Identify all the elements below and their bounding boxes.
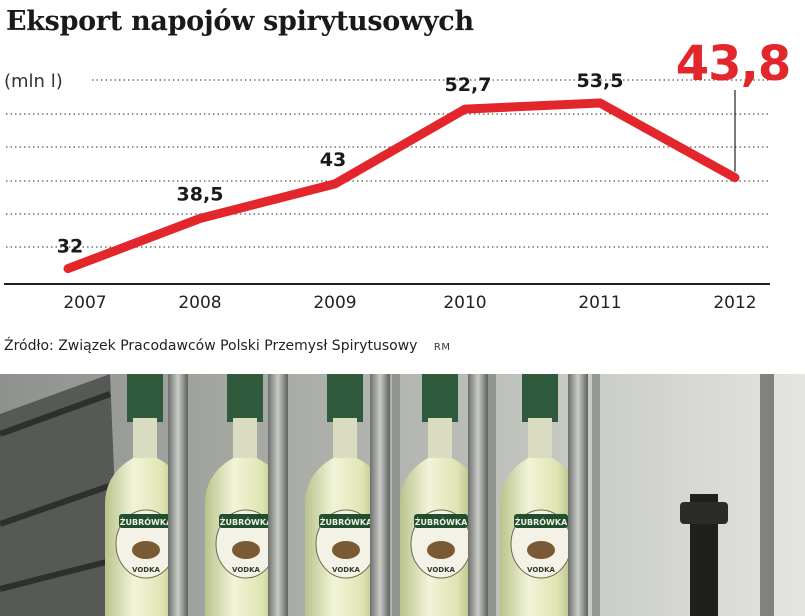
guide-rod	[392, 374, 400, 616]
data-label: 32	[57, 236, 83, 258]
bottle-neck	[528, 418, 552, 458]
guide-rod	[488, 374, 496, 616]
bottling-photo: ŻUBRÓWKA VODKA ŻUBRÓWKA VODKA ŻUBRÓWKA VODKA Ż…	[0, 374, 805, 616]
bottle: ŻUBRÓWKA VODKA	[305, 374, 387, 616]
bison-icon	[332, 541, 360, 559]
bottle-vodka-text: VODKA	[332, 566, 360, 574]
conveyor-frame	[0, 374, 120, 616]
bottle: ŻUBRÓWKA VODKA	[205, 374, 287, 616]
bottle-cap	[327, 374, 363, 422]
bottle-neck	[133, 418, 157, 458]
x-tick-label: 2012	[713, 293, 756, 313]
chart-title: Eksport napojów spirytusowych	[6, 6, 474, 37]
x-tick-label: 2008	[178, 293, 221, 313]
conveyor-rail	[0, 481, 116, 527]
bottle-vodka-text: VODKA	[527, 566, 555, 574]
x-tick-label: 2009	[313, 293, 356, 313]
x-tick-label: 2007	[63, 293, 106, 313]
bottle-cap	[522, 374, 558, 422]
bottle-brand-text: ŻUBRÓWKA	[415, 516, 468, 527]
bottle: ŻUBRÓWKA VODKA	[400, 374, 482, 616]
bottle-neck	[428, 418, 452, 458]
author-credit: RM	[433, 342, 451, 353]
data-label: 43	[320, 149, 346, 171]
bison-icon	[132, 541, 160, 559]
bottle-brand-text: ŻUBRÓWKA	[220, 516, 273, 527]
conveyor-rail	[0, 391, 112, 437]
guide-rail	[468, 374, 488, 616]
bison-icon	[527, 541, 555, 559]
bottle-label-band	[219, 514, 273, 528]
bottle-brand-text: ŻUBRÓWKA	[120, 516, 173, 527]
bottle-brand-text: ŻUBRÓWKA	[515, 516, 568, 527]
bison-icon	[427, 541, 455, 559]
guide-rod	[592, 374, 600, 616]
machine-clamp-head	[680, 502, 728, 524]
gridlines	[6, 79, 770, 248]
x-tick-label: 2010	[443, 293, 486, 313]
guide-rail	[370, 374, 390, 616]
source-note: Źródło: Związek Pracodawców Polski Przem…	[4, 338, 451, 354]
conveyor-rail	[0, 556, 119, 592]
bottle-vodka-text: VODKA	[132, 566, 160, 574]
series-line	[63, 98, 740, 274]
bottle-brand-text: ŻUBRÓWKA	[320, 516, 373, 527]
guide-rail	[168, 374, 188, 616]
bottle-vodka-text: VODKA	[427, 566, 455, 574]
bottle-label-band	[514, 514, 568, 528]
guide-rail	[268, 374, 288, 616]
x-axis-ticks: 2007 2008 2009 2010 2011 2012	[63, 293, 756, 313]
bottle: ŻUBRÓWKA VODKA	[500, 374, 582, 616]
source-text: Źródło: Związek Pracodawców Polski Przem…	[4, 338, 418, 354]
data-label: 38,5	[177, 184, 224, 206]
bottles-illustration: ŻUBRÓWKAVODKAŻUBRÓWKAVODKAŻUBRÓWKAVODKAŻ…	[0, 374, 805, 616]
data-label: 52,7	[445, 74, 492, 96]
data-label-highlight: 43,8	[676, 36, 790, 92]
y-axis-label: (mln l)	[4, 71, 63, 92]
bison-icon	[232, 541, 260, 559]
bottle-cap	[422, 374, 458, 422]
bottle-cap	[127, 374, 163, 422]
bottle-label-band	[414, 514, 468, 528]
machine-post	[760, 374, 774, 616]
line-chart: (mln l) 2007 2008 2009 2010 2011 2012 32 38,5 4…	[4, 36, 791, 313]
bottle-label-band	[319, 514, 373, 528]
data-label: 53,5	[577, 70, 624, 92]
bottle-label-band	[119, 514, 173, 528]
guide-rail	[568, 374, 588, 616]
bottle-neck	[233, 418, 257, 458]
bottle-vodka-text: VODKA	[232, 566, 260, 574]
x-tick-label: 2011	[578, 293, 621, 313]
bottle-neck	[333, 418, 357, 458]
bottle-cap	[227, 374, 263, 422]
data-labels: 32 38,5 43 52,7 53,5 43,8	[57, 36, 791, 258]
